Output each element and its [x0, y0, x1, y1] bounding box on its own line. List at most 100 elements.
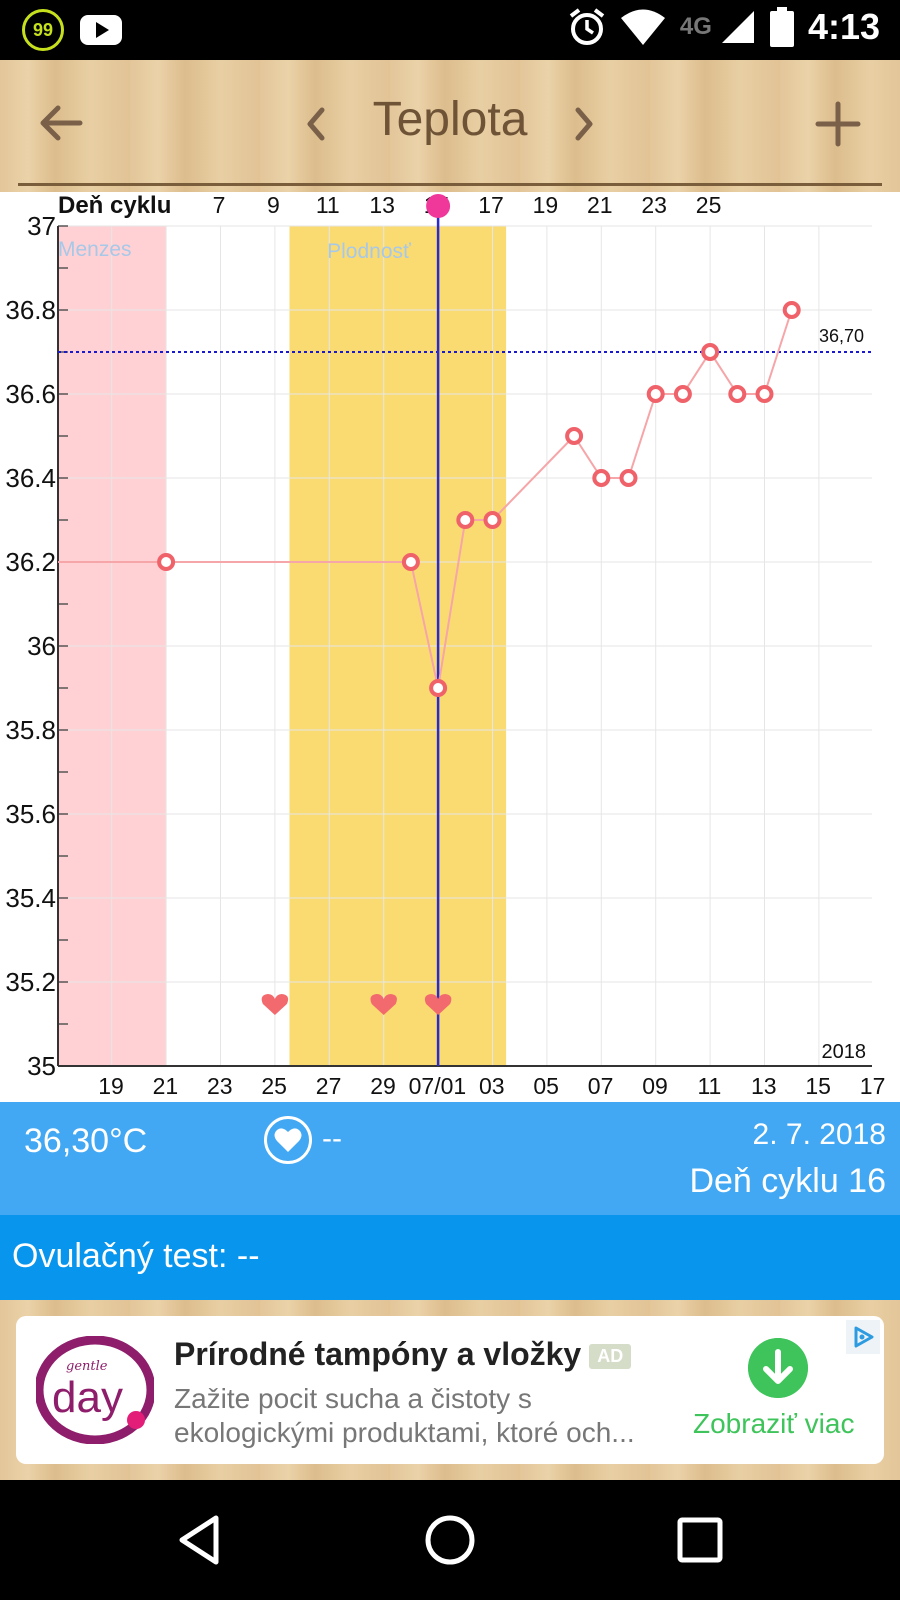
y-tick-label: 37: [27, 211, 56, 241]
top-axis-tick: 19: [533, 192, 559, 218]
intercourse-value: --: [322, 1122, 342, 1155]
page-title: Teplota: [372, 93, 528, 146]
x-tick-label: 05: [533, 1073, 559, 1099]
top-axis-tick: 21: [587, 192, 613, 218]
year-label: 2018: [822, 1041, 867, 1063]
wifi-icon: [620, 9, 665, 45]
battery-icon: [769, 7, 794, 47]
alarm-icon: [569, 8, 605, 45]
x-tick-label: 27: [316, 1073, 342, 1099]
x-tick-label: 11: [697, 1073, 721, 1099]
ad-cta-button[interactable]: Zobraziť viac: [693, 1408, 855, 1439]
x-tick-label: 09: [642, 1073, 668, 1099]
temperature-value: 36,30°C: [24, 1122, 148, 1160]
plus-icon[interactable]: [812, 98, 864, 150]
chart-svg[interactable]: 35 35.2 35.4 35.6 35.8 36 36.2 36.4 36.6 36.8 37Me…: [0, 192, 900, 1102]
signal-icon: [721, 11, 754, 43]
ad-logo: gentle day: [36, 1336, 154, 1444]
temperature-point: [619, 469, 638, 487]
intercourse-heart-icon: [261, 994, 289, 1015]
y-tick-label: 35.6: [5, 799, 56, 829]
x-tick-label: 19: [98, 1073, 124, 1099]
x-tick-label: 15: [805, 1073, 831, 1099]
nav-home-icon[interactable]: [418, 1508, 482, 1572]
chevron-right-icon[interactable]: [566, 102, 602, 146]
ad-logo-small: gentle: [66, 1359, 108, 1374]
y-tick-label: 35.2: [5, 967, 56, 997]
temperature-point: [483, 511, 502, 529]
temperature-point: [728, 385, 747, 403]
top-axis-tick: 13: [369, 192, 395, 218]
y-tick-label: 35: [27, 1051, 56, 1081]
intercourse-heart-icon: [370, 994, 397, 1015]
ad-title[interactable]: Prírodné tampóny a vložky AD: [174, 1336, 632, 1373]
x-tick-label: 07/01: [409, 1073, 467, 1099]
temperature-point: [401, 553, 420, 571]
y-tick-label: 36.6: [5, 379, 56, 409]
ad-badge: AD: [589, 1344, 632, 1370]
top-axis-label: Deň cyklu: [58, 192, 171, 219]
intercourse-heart-icon: [424, 994, 452, 1015]
x-tick-label: 17: [860, 1073, 886, 1099]
band-label-fertility: Plodnosť: [327, 240, 412, 263]
temperature-point: [157, 553, 176, 571]
download-arrow-icon[interactable]: [748, 1338, 808, 1398]
day-info-panel[interactable]: 36,30°C -- 2. 7. 2018 Deň cyklu 16: [0, 1102, 900, 1215]
x-tick-label: 07: [588, 1073, 614, 1099]
clock: 4:13: [807, 6, 880, 47]
navigation-bar: [0, 1480, 900, 1600]
x-tick-label: 25: [261, 1073, 287, 1099]
y-tick-label: 35.8: [5, 715, 56, 745]
coverline-label: 36,70: [819, 326, 864, 346]
temperature-chart[interactable]: 35 35.2 35.4 35.6 35.8 36 36.2 36.4 36.6 36.8 37 Me…: [0, 192, 900, 1102]
selected-day-marker: [426, 194, 451, 218]
toolbar: Teplota: [0, 60, 900, 192]
y-tick-label: 36.4: [5, 463, 56, 493]
ovulation-test-label: Ovulačný test: --: [12, 1237, 260, 1276]
temperature-point: [456, 511, 475, 529]
temperature-point: [592, 469, 611, 487]
selected-date: 2. 7. 2018: [752, 1118, 886, 1151]
temperature-point: [429, 679, 448, 697]
y-tick-label: 35.4: [5, 883, 56, 913]
y-tick-label: 36.2: [5, 547, 56, 577]
toolbar-divider: [18, 183, 882, 186]
status-bar: 99 4G 4:13: [0, 0, 900, 60]
temperature-point: [755, 385, 774, 403]
heart-icon[interactable]: [264, 1116, 312, 1164]
ad-banner: gentle day Prírodné tampóny a vložky AD Z…: [0, 1300, 900, 1480]
arrow-back-icon[interactable]: [36, 98, 86, 148]
ad-logo-word: day: [52, 1373, 123, 1422]
temperature-point: [646, 385, 665, 403]
nav-recents-icon[interactable]: [668, 1508, 732, 1572]
temperature-point: [782, 301, 801, 319]
x-tick-label: 23: [207, 1073, 233, 1099]
youtube-icon: [80, 15, 122, 45]
ad-card[interactable]: gentle day Prírodné tampóny a vložky AD Z…: [16, 1316, 884, 1464]
ovulation-value: --: [236, 1237, 260, 1275]
top-axis-tick: 9: [267, 192, 280, 218]
chevron-left-icon[interactable]: [298, 102, 334, 146]
x-tick-label: 21: [153, 1073, 179, 1099]
y-tick-label: 36.8: [5, 295, 56, 325]
top-axis-tick: 25: [696, 192, 722, 218]
ad-description: Zažite pocit sucha a čistoty s ekologick…: [174, 1383, 635, 1448]
ovulation-test-row[interactable]: Ovulačný test: --: [0, 1215, 900, 1300]
temperature-point: [701, 343, 720, 361]
band-label-menstruation: Menzes: [58, 238, 132, 261]
nav-back-icon[interactable]: [168, 1508, 232, 1572]
y-tick-label: 36: [27, 631, 56, 661]
temperature-point: [673, 385, 692, 403]
top-axis-tick: 17: [478, 192, 504, 218]
x-tick-label: 29: [370, 1073, 396, 1099]
ad-title-text: Prírodné tampóny a vložky: [174, 1336, 582, 1372]
cycle-day: Deň cyklu 16: [689, 1162, 886, 1200]
network-type: 4G: [679, 13, 712, 40]
x-tick-label: 03: [479, 1073, 505, 1099]
top-axis-tick: 7: [213, 192, 226, 218]
top-axis-tick: 23: [641, 192, 667, 218]
temperature-point: [565, 427, 584, 445]
adchoices-icon[interactable]: [846, 1320, 880, 1354]
x-tick-label: 13: [751, 1073, 777, 1099]
notification-badge-icon: 99: [22, 9, 64, 51]
